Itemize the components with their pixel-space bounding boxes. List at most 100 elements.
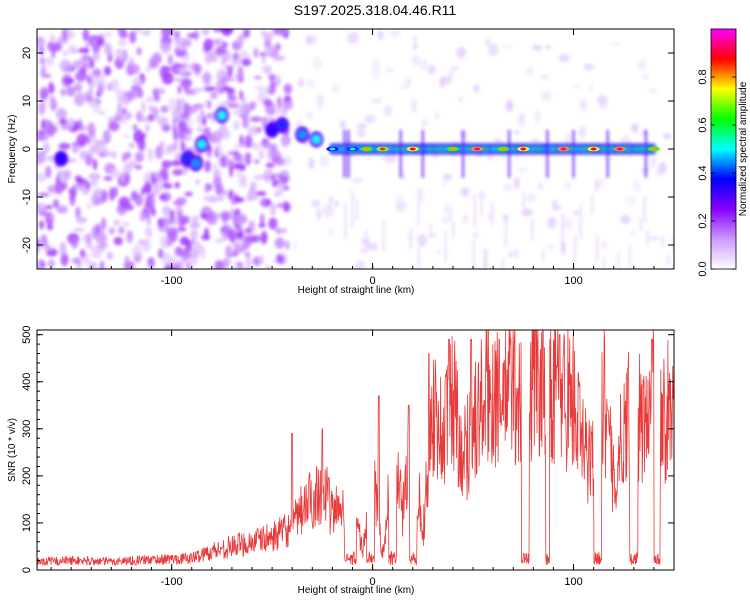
- noise-streak: [531, 218, 534, 241]
- noise-speckle: [37, 172, 46, 183]
- noise-speckle: [128, 142, 136, 149]
- noise-speckle: [383, 105, 393, 117]
- noise-streak: [579, 204, 582, 240]
- ridge-spike: [399, 129, 402, 178]
- noise-speckle: [101, 31, 113, 38]
- noise-speckle: [269, 202, 277, 216]
- noise-speckle: [552, 199, 558, 212]
- noise-speckle: [203, 38, 214, 52]
- noise-speckle: [95, 198, 105, 205]
- noise-speckle: [534, 110, 542, 124]
- noise-streak: [484, 248, 487, 269]
- noise-speckle: [601, 240, 607, 250]
- noise-speckle: [630, 124, 638, 132]
- noise-speckle: [159, 140, 165, 149]
- noise-speckle: [233, 143, 246, 149]
- noise-speckle: [404, 77, 412, 87]
- noise-speckle: [598, 98, 609, 110]
- noise-speckle: [487, 43, 499, 56]
- noise-speckle: [244, 251, 251, 258]
- noise-speckle: [75, 206, 81, 219]
- noise-speckle: [236, 35, 244, 46]
- spectrogram-noise: [37, 29, 674, 269]
- noise-speckle: [129, 86, 141, 99]
- noise-speckle: [417, 233, 428, 247]
- noise-speckle: [347, 32, 359, 44]
- noise-speckle: [579, 99, 588, 111]
- noise-speckle: [49, 94, 55, 107]
- noise-speckle: [306, 34, 318, 45]
- noise-speckle: [472, 232, 479, 238]
- noise-speckle: [179, 236, 190, 246]
- noise-speckle: [42, 142, 51, 153]
- noise-speckle: [60, 253, 69, 266]
- noise-speckle: [131, 244, 144, 256]
- noise-speckle: [244, 152, 252, 166]
- noise-speckle: [126, 230, 134, 244]
- noise-speckle: [145, 66, 153, 72]
- noise-speckle: [458, 97, 464, 102]
- noise-speckle: [432, 153, 439, 159]
- noise-speckle: [334, 199, 339, 209]
- ridge-spike: [421, 129, 424, 178]
- noise-speckle: [177, 67, 188, 73]
- noise-speckle: [225, 245, 233, 259]
- noise-speckle: [648, 236, 660, 241]
- noise-speckle: [236, 230, 244, 240]
- noise-speckle: [419, 59, 428, 71]
- noise-speckle: [439, 75, 451, 85]
- noise-speckle: [227, 102, 240, 109]
- ridge-spike: [462, 129, 465, 178]
- snr-y-axis-label: SNR (10 * v/v): [7, 418, 18, 482]
- noise-speckle: [204, 52, 213, 64]
- noise-streak: [483, 249, 486, 269]
- noise-speckle: [117, 29, 123, 34]
- noise-speckle: [174, 246, 184, 257]
- ridge-hotspot: [474, 147, 481, 151]
- noise-speckle: [58, 142, 71, 150]
- noise-speckle: [108, 121, 120, 132]
- noise-speckle: [204, 186, 210, 193]
- noise-speckle: [114, 56, 125, 70]
- noise-speckle: [142, 238, 151, 252]
- noise-streak: [344, 203, 347, 240]
- noise-speckle: [140, 100, 146, 114]
- noise-speckle: [145, 123, 150, 132]
- noise-speckle: [41, 119, 46, 130]
- noise-speckle: [239, 134, 244, 147]
- noise-speckle: [145, 96, 155, 103]
- noise-speckle: [239, 90, 244, 100]
- noise-speckle: [237, 262, 243, 269]
- noise-speckle: [518, 112, 526, 127]
- noise-speckle: [284, 240, 290, 251]
- noise-speckle: [110, 78, 120, 92]
- noise-speckle: [87, 122, 96, 137]
- noise-speckle: [233, 242, 242, 254]
- noise-speckle: [44, 205, 53, 210]
- noise-speckle: [283, 202, 291, 212]
- noise-speckle: [274, 157, 286, 166]
- noise-speckle: [115, 48, 124, 61]
- noise-speckle: [157, 116, 169, 126]
- noise-speckle: [119, 93, 125, 99]
- noise-speckle: [263, 31, 274, 42]
- noise-speckle: [339, 119, 346, 129]
- noise-speckle: [216, 142, 223, 154]
- colorbar-label: Normalized spectral amplitude: [738, 81, 749, 216]
- noise-speckle: [90, 95, 96, 105]
- noise-speckle: [410, 55, 421, 66]
- noise-speckle: [183, 102, 191, 116]
- noise-speckle: [202, 195, 212, 201]
- noise-speckle: [265, 117, 275, 122]
- noise-speckle: [67, 43, 78, 54]
- noise-speckle: [51, 122, 62, 127]
- noise-speckle: [221, 156, 227, 167]
- noise-speckle: [395, 201, 407, 212]
- noise-streak: [639, 217, 642, 233]
- noise-speckle: [62, 50, 68, 57]
- noise-speckle: [121, 152, 128, 163]
- noise-streak: [472, 239, 475, 269]
- noise-speckle: [189, 247, 199, 256]
- noise-speckle: [202, 29, 210, 36]
- noise-speckle: [255, 85, 267, 91]
